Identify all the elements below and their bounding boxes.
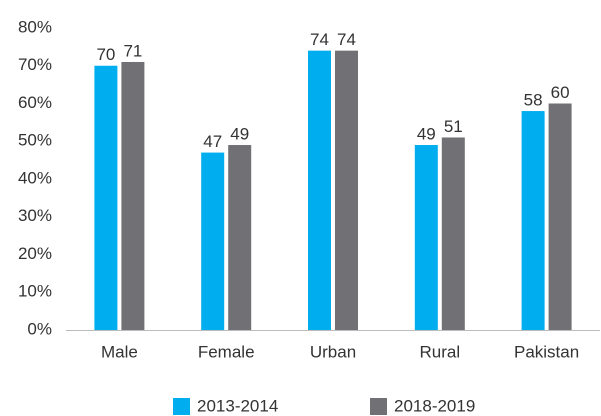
x-tick-label: Rural — [419, 342, 460, 361]
x-tick-label: Male — [101, 342, 138, 361]
bar — [201, 152, 225, 330]
bar — [335, 50, 358, 331]
x-tick-label: Pakistan — [514, 342, 579, 361]
data-label: 49 — [230, 125, 249, 144]
data-label: 70 — [96, 45, 115, 64]
legend-label: 2018-2019 — [394, 396, 475, 415]
bar — [441, 137, 465, 330]
x-tick-label: Female — [198, 342, 255, 361]
y-tick-label: 10% — [18, 282, 52, 301]
data-label: 74 — [310, 30, 329, 49]
y-tick-label: 30% — [18, 206, 52, 225]
x-tick-label: Urban — [310, 342, 356, 361]
y-tick-label: 50% — [18, 131, 52, 150]
data-label: 58 — [524, 91, 543, 110]
data-label: 49 — [417, 125, 436, 144]
y-tick-label: 20% — [18, 244, 52, 263]
data-label: 51 — [444, 117, 463, 136]
y-tick-label: 70% — [18, 55, 52, 74]
data-label: 71 — [123, 41, 142, 60]
data-label: 47 — [203, 132, 222, 151]
bar — [521, 111, 545, 330]
legend-swatch — [370, 398, 387, 415]
data-label: 60 — [551, 83, 570, 102]
bar — [548, 103, 572, 330]
legend-swatch — [173, 398, 190, 415]
bar — [414, 145, 438, 330]
bar — [228, 145, 252, 330]
y-tick-label: 60% — [18, 93, 52, 112]
y-tick-label: 40% — [18, 168, 52, 187]
bar — [94, 65, 118, 330]
data-label: 74 — [337, 30, 356, 49]
legend-label: 2013-2014 — [197, 396, 278, 415]
y-tick-label: 80% — [18, 17, 52, 36]
bar — [121, 61, 145, 330]
bar — [308, 50, 331, 331]
y-tick-label: 0% — [27, 319, 52, 338]
